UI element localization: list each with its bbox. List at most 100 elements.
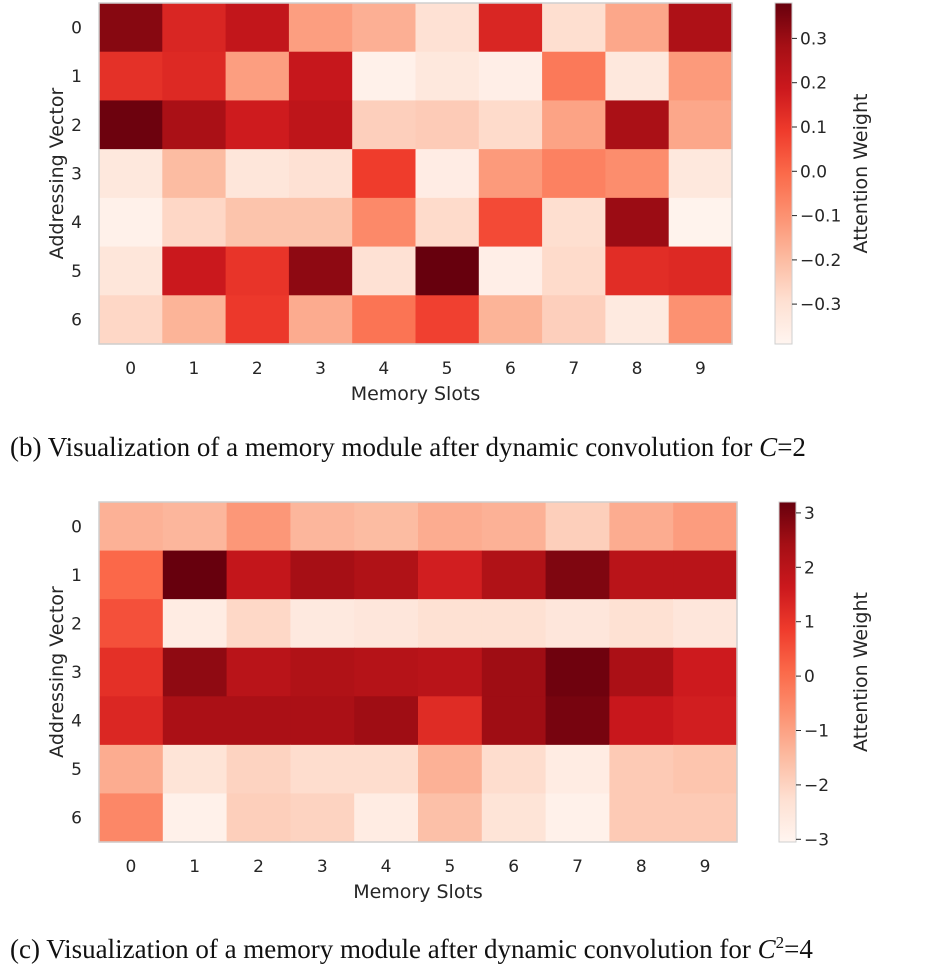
heatmap-c-cell-r6-c4 (354, 793, 419, 843)
heatmap-b: 0 1 2 3 4 5 6 7 8 9 0 1 2 3 4 5 6 Memory Slots Addressing … (46, 2, 872, 405)
heatmap-b-cell-r3-c4 (352, 149, 417, 199)
heatmap-c-cell-r1-c4 (354, 550, 419, 600)
heatmap-b-y-tick: 2 (71, 116, 82, 136)
heatmap-c-colorbar-tick: 3 (804, 504, 815, 524)
heatmap-b-y-tick: 1 (71, 67, 82, 87)
heatmap-b-cell-r5-c2 (225, 246, 290, 296)
heatmap-b-colorbar-tick: −0.2 (800, 251, 841, 271)
heatmap-b-cell-r4-c0 (99, 197, 163, 248)
heatmap-b-cell-r0-c5 (415, 3, 480, 53)
heatmap-b-x-tick: 3 (315, 359, 326, 379)
caption-c: (c) Visualization of a memory module aft… (10, 933, 813, 965)
heatmap-c-cell-r3-c0 (99, 647, 164, 697)
heatmap-c-cell-r5-c2 (226, 744, 291, 795)
heatmap-c-x-tick: 7 (572, 857, 583, 877)
heatmap-b-colorbar (774, 2, 793, 345)
heatmap-c-cell-r4-c5 (418, 696, 483, 746)
heatmap-b-x-tick: 4 (378, 359, 389, 379)
heatmap-c-cell-r0-c9 (673, 502, 738, 552)
heatmap-b-cell-r2-c4 (352, 100, 417, 150)
heatmap-c-cell-r6-c3 (290, 793, 355, 843)
heatmap-b-cell-r1-c2 (225, 51, 290, 102)
heatmap-b-colorbar-tick: −0.1 (800, 207, 841, 227)
heatmap-c-y-axis-label: Addressing Vector (46, 586, 68, 758)
heatmap-b-cell-r3-c3 (288, 149, 353, 199)
heatmap-c-x-tick: 1 (189, 857, 200, 877)
heatmap-b-cell-r5-c1 (162, 246, 227, 296)
heatmap-c-cell-r3-c8 (609, 647, 674, 697)
heatmap-b-cell-r2-c7 (542, 100, 606, 150)
heatmap-b-cell-r3-c7 (542, 149, 606, 199)
heatmap-c-cell-r5-c3 (290, 744, 355, 795)
heatmap-b-cell-r1-c7 (542, 51, 606, 102)
heatmap-c-y-tick: 2 (71, 614, 82, 634)
heatmap-c-cell-r4-c0 (99, 696, 164, 746)
heatmap-c-cell-r4-c7 (545, 696, 610, 746)
heatmap-c-cell-r0-c5 (418, 502, 483, 552)
heatmap-c-cell-r2-c4 (354, 599, 419, 649)
heatmap-c-x-tick: 4 (381, 857, 392, 877)
heatmap-b-cell-r3-c9 (668, 149, 733, 199)
heatmap-b-x-tick: 1 (188, 359, 199, 379)
heatmap-b-cell-r3-c0 (99, 149, 163, 199)
heatmap-b-cell-r4-c2 (225, 197, 290, 248)
heatmap-c-cell-r5-c8 (609, 744, 674, 795)
heatmap-b-x-tick: 7 (568, 359, 579, 379)
heatmap-b-cell-r1-c5 (415, 51, 480, 102)
heatmap-c-cell-r0-c2 (226, 502, 291, 552)
heatmap-c-cell-r4-c9 (673, 696, 738, 746)
heatmap-b-colorbar-tick: 0.1 (800, 118, 827, 138)
heatmap-b-cell-r5-c3 (288, 246, 353, 296)
heatmap-b-cell-r0-c0 (99, 3, 163, 53)
heatmap-b-cell-r6-c2 (225, 295, 290, 345)
heatmap-b-cell-r1-c8 (605, 51, 670, 102)
heatmap-c-cell-r5-c7 (545, 744, 610, 795)
heatmap-c-cell-r0-c1 (162, 502, 228, 552)
caption-b-value: =2 (777, 432, 806, 462)
heatmap-b-x-tick: 9 (695, 359, 706, 379)
heatmap-c-cell-r4-c4 (354, 696, 419, 746)
heatmap-b-cell-r6-c6 (478, 295, 543, 345)
heatmap-c-cell-r1-c9 (673, 550, 738, 600)
heatmap-b-cell-r5-c8 (605, 246, 670, 296)
heatmap-c-colorbar-label: Attention Weight (850, 592, 872, 752)
heatmap-c-x-axis-label: Memory Slots (353, 881, 483, 903)
heatmap-c-y-tick: 1 (71, 566, 82, 586)
heatmap-c-cell-r6-c6 (481, 793, 547, 843)
heatmap-c-cell-r6-c7 (545, 793, 610, 843)
heatmap-c-cell-r2-c5 (418, 599, 483, 649)
heatmap-c-cell-r2-c0 (99, 599, 164, 649)
heatmap-b-cell-r4-c8 (605, 197, 670, 248)
heatmap-c-x-tick: 2 (253, 857, 264, 877)
heatmap-b-y-tick: 3 (71, 165, 82, 185)
heatmap-c-colorbar-tick: −1 (804, 722, 829, 742)
heatmap-b-y-tick: 4 (71, 213, 82, 233)
heatmap-b-cell-r5-c5 (415, 246, 480, 296)
heatmap-b-x-tick: 6 (505, 359, 516, 379)
heatmap-c-cell-r3-c2 (226, 647, 291, 697)
heatmap-c-colorbar-tick: −3 (804, 830, 829, 850)
heatmap-b-y-tick: 6 (71, 311, 82, 331)
heatmap-c-cell-r1-c3 (290, 550, 355, 600)
heatmap-c-cell-r5-c0 (99, 744, 164, 795)
heatmap-b-cell-r6-c5 (415, 295, 480, 345)
heatmap-b-cell-r4-c7 (542, 197, 606, 248)
heatmap-c-cell-r2-c2 (226, 599, 291, 649)
heatmap-b-cell-r0-c2 (225, 3, 290, 53)
heatmap-b-cell-r1-c9 (668, 51, 733, 102)
heatmap-c-cell-r5-c4 (354, 744, 419, 795)
heatmap-c-x-tick: 3 (317, 857, 328, 877)
heatmap-b-cell-r0-c7 (542, 3, 606, 53)
heatmap-c-colorbar (778, 501, 797, 843)
heatmap-b-colorbar-label: Attention Weight (850, 94, 872, 254)
heatmap-c-cell-r3-c7 (545, 647, 610, 697)
heatmap-b-cell-r2-c3 (288, 100, 353, 150)
heatmap-b-x-tick: 0 (125, 359, 136, 379)
heatmap-c-colorbar-tick: −2 (804, 776, 829, 796)
heatmap-c-cell-r2-c9 (673, 599, 738, 649)
heatmap-c-cell-r0-c8 (609, 502, 674, 552)
heatmap-c-x-tick: 6 (508, 857, 519, 877)
heatmap-b-cell-r4-c6 (478, 197, 543, 248)
heatmap-c-cell-r4-c1 (162, 696, 228, 746)
heatmap-c-cell-r4-c8 (609, 696, 674, 746)
